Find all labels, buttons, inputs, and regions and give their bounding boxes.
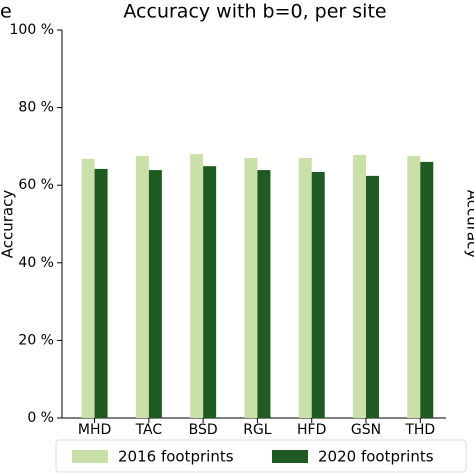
x-tick-label: HFD <box>297 422 326 438</box>
legend-label: 2016 footprints <box>118 448 234 466</box>
bar <box>148 170 162 418</box>
bar <box>135 156 149 418</box>
bar <box>257 170 271 418</box>
legend-label: 2020 footprints <box>318 448 434 466</box>
legend-swatch <box>272 450 308 463</box>
neighbor-axis-label: Accuracy <box>464 190 474 259</box>
bar <box>244 158 258 419</box>
x-tick-label: TAC <box>135 422 163 438</box>
panel-label: e <box>0 1 12 23</box>
bar <box>366 175 379 418</box>
x-tick-label: RGL <box>243 422 272 438</box>
y-axis-label: Accuracy <box>0 190 17 259</box>
y-tick-label: 0 % <box>27 410 54 426</box>
y-tick-label: 40 % <box>18 255 54 271</box>
bar <box>311 172 325 418</box>
bar <box>407 156 421 418</box>
bar <box>81 158 95 419</box>
bar <box>190 154 204 418</box>
x-tick-label: BSD <box>189 422 218 438</box>
bar <box>420 161 434 419</box>
chart-title: Accuracy with b=0, per site <box>123 1 386 23</box>
legend-swatch <box>72 450 108 463</box>
y-tick-label: 60 % <box>18 177 54 193</box>
bar <box>94 168 108 418</box>
bar <box>353 154 366 418</box>
bar <box>298 158 312 419</box>
y-tick-label: 80 % <box>18 100 54 116</box>
legend-box <box>55 439 467 473</box>
y-tick-label: 20 % <box>18 332 54 348</box>
x-tick-label: GSN <box>351 422 381 438</box>
x-tick-label: MHD <box>78 422 111 438</box>
bar <box>203 166 217 418</box>
x-tick-label: THD <box>404 422 435 438</box>
y-tick-label: 100 % <box>10 22 54 38</box>
